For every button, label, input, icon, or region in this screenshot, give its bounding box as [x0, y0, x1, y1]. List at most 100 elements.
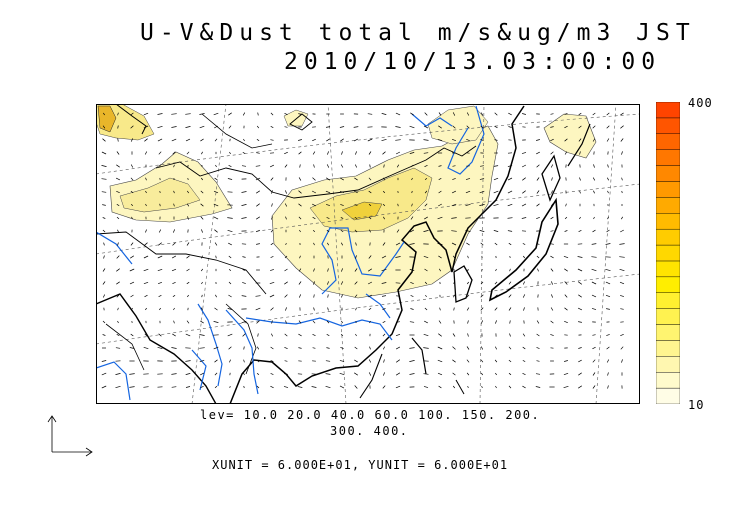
wind-vector: [214, 229, 218, 233]
wind-vector: [550, 164, 554, 168]
wind-vector: [354, 268, 358, 272]
wind-vector: [438, 112, 442, 116]
wind-vector: [381, 295, 387, 297]
wind-vector: [465, 230, 471, 232]
wind-vector: [578, 385, 582, 389]
wind-vector: [186, 242, 190, 246]
wind-vector: [592, 372, 596, 376]
wind-vector: [424, 177, 428, 181]
wind-vector: [451, 190, 457, 194]
wind-vector: [298, 177, 302, 181]
wind-vector: [284, 151, 288, 155]
wind-vector: [536, 203, 540, 207]
wind-vector: [578, 359, 582, 363]
wind-vector: [186, 151, 190, 155]
wind-vector: [129, 386, 135, 388]
wind-vector: [173, 190, 175, 194]
wind-vector: [187, 177, 189, 181]
wind-vector: [536, 151, 540, 155]
colorbar-swatch: [656, 181, 680, 198]
wind-vector: [452, 385, 456, 389]
wind-vector: [605, 281, 611, 285]
wind-vector: [354, 164, 358, 168]
wind-vector: [509, 255, 511, 259]
wind-vector: [341, 268, 343, 272]
wind-vector: [453, 307, 455, 311]
wind-vector: [395, 242, 401, 246]
wind-vector: [495, 385, 497, 389]
wind-vector: [424, 268, 428, 272]
wind-vector: [465, 203, 471, 207]
wind-vector: [256, 346, 260, 350]
wind-vector: [354, 229, 358, 233]
wind-vector: [256, 320, 260, 324]
wind-vector: [129, 373, 135, 375]
wind-vector: [395, 346, 401, 350]
wind-vector: [423, 125, 429, 129]
wind-vector: [241, 204, 247, 206]
wind-vector: [130, 138, 134, 142]
wind-vector: [353, 126, 359, 128]
map-panel: [96, 104, 640, 404]
wind-vector: [201, 294, 203, 298]
wind-vector: [102, 334, 106, 336]
wind-vector: [607, 372, 609, 376]
wind-vector: [493, 165, 499, 167]
wind-vector: [101, 191, 107, 193]
wind-vector: [284, 203, 288, 207]
wind-vector: [340, 346, 344, 350]
wind-vector: [606, 229, 610, 233]
wind-vector: [368, 216, 372, 220]
wind-vector: [424, 203, 428, 207]
wind-vector: [592, 359, 596, 363]
wind-vector: [536, 190, 540, 194]
wind-vector: [117, 138, 119, 142]
wind-vector: [143, 346, 149, 350]
wind-vector: [270, 112, 274, 116]
wind-vector: [452, 372, 456, 376]
wind-vector: [494, 359, 498, 363]
wind-vector: [606, 125, 610, 129]
wind-vector: [536, 360, 540, 362]
wind-vector: [285, 307, 287, 311]
wind-vector: [171, 347, 177, 349]
wind-vector: [451, 203, 457, 207]
wind-vector: [522, 333, 526, 337]
colorbar-max-label: 400: [688, 96, 713, 110]
wind-vector: [201, 151, 203, 155]
wind-vector: [130, 255, 134, 259]
wind-vector: [591, 268, 597, 272]
wind-vector: [186, 268, 190, 272]
wind-vector: [453, 294, 455, 298]
wind-vector: [312, 203, 316, 207]
wind-vector: [199, 359, 205, 363]
wind-vector: [173, 320, 175, 324]
wind-vector: [354, 177, 358, 181]
wind-vector: [578, 138, 582, 142]
wind-vector: [480, 125, 484, 129]
wind-vector: [227, 229, 233, 233]
wind-vector: [326, 242, 330, 246]
wind-vector: [200, 320, 204, 324]
wind-vector: [201, 307, 203, 311]
wind-vector: [102, 125, 106, 129]
wind-vector: [159, 203, 161, 207]
wind-vector: [564, 113, 568, 115]
wind-vector: [494, 125, 498, 129]
wind-vector: [605, 268, 611, 272]
wind-vector: [144, 333, 148, 337]
wind-vector: [101, 178, 107, 180]
wind-vector: [550, 320, 554, 324]
wind-vector: [158, 333, 162, 337]
wind-vector: [564, 360, 568, 362]
wind-vector: [145, 177, 147, 181]
plot-title-line1: U-V&Dust total m/s&ug/m3 JST: [140, 20, 696, 46]
wind-vector: [381, 113, 387, 115]
wind-vector: [200, 203, 204, 207]
wind-vector: [215, 255, 217, 259]
wind-vector: [423, 139, 429, 141]
wind-vector: [480, 359, 484, 363]
wind-vector: [424, 112, 428, 116]
wind-vector: [102, 281, 106, 285]
wind-vector: [606, 308, 610, 310]
